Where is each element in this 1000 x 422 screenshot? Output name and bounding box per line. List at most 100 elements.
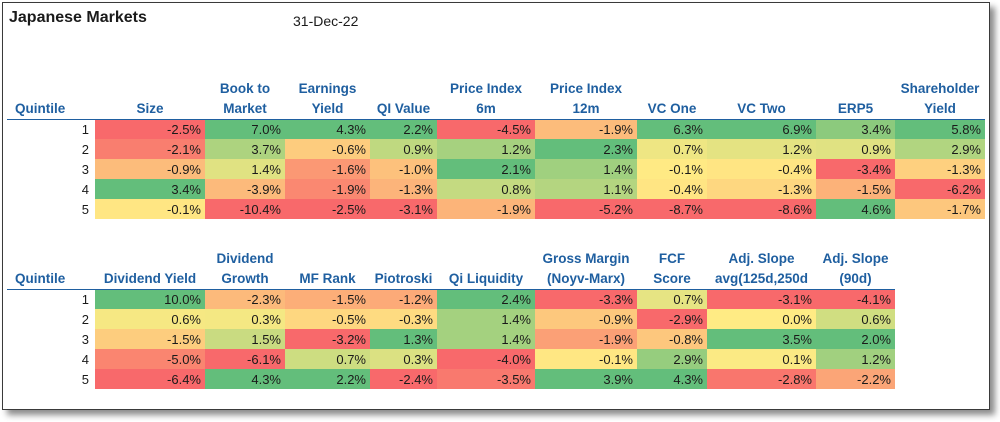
value-cell: -6.4% [95,369,205,389]
value-cell: 2.9% [637,349,707,369]
column-header-line: Score [653,270,691,286]
value-cell: -4.5% [437,119,535,139]
quintile-cell: 1 [7,119,95,139]
value-cell: -1.5% [95,329,205,349]
value-cell: -0.1% [535,349,637,369]
value-cell: -3.4% [816,159,895,179]
value-cell: 0.7% [637,139,707,159]
value-cell: -6.2% [895,179,985,199]
quintile-cell: 2 [7,309,95,329]
quintile-cell: 4 [7,349,95,369]
value-cell: -5.2% [535,199,637,219]
value-cell: 5.8% [895,119,985,139]
value-cell: 1.3% [370,329,437,349]
table-row: 4 -5.0% -6.1% 0.7% 0.3% -4.0% -0.1% 2.9% 0.1% 1.2… [7,349,895,369]
value-cell: 2.3% [535,139,637,159]
value-cell: -2.4% [370,369,437,389]
value-cell: -3.1% [707,289,816,309]
value-cell: -2.1% [95,139,205,159]
column-header-line: QI Value [376,100,431,116]
value-cell: -0.3% [370,309,437,329]
column-header: Shareholder Yield [895,77,985,120]
value-cell: -1.9% [535,329,637,349]
column-header: Piotroski [370,247,437,290]
value-cell: -0.9% [95,159,205,179]
column-header-line: Growth [221,270,269,286]
table-row: 1 -2.5% 7.0% 4.3% 2.2% -4.5% -1.9% 6.3% 6.9% 3.4%… [7,119,985,139]
value-cell: -0.5% [285,309,370,329]
quintile-cell: 5 [7,199,95,219]
column-header-line: avg(125d,250d [714,270,809,286]
value-cell: 3.4% [95,179,205,199]
value-cell: 10.0% [95,289,205,309]
column-header-line: Book to [219,80,271,96]
column-header: Price Index 6m [437,77,535,120]
table-row: 2 -2.1% 3.7% -0.6% 0.9% 1.2% 2.3% 0.7% 1.2% 0.9% 2… [7,139,985,159]
value-cell: 6.3% [637,119,707,139]
column-header: ERP5 [816,77,895,120]
value-cell: -1.9% [285,179,370,199]
column-header: Earnings Yield [285,77,370,120]
column-header-line: Shareholder [900,80,980,96]
value-cell: 0.0% [707,309,816,329]
column-header: Quintile [7,247,95,290]
column-header: VC Two [707,77,816,120]
column-header: FCF Score [637,247,707,290]
value-cell: 4.3% [205,369,285,389]
value-cell: 1.4% [437,329,535,349]
column-header-line: Earnings [298,80,357,96]
value-cell: -0.4% [707,159,816,179]
value-cell: 2.4% [437,289,535,309]
value-cell: 0.9% [816,139,895,159]
column-header-line: Size [136,100,164,116]
value-cell: 2.1% [437,159,535,179]
value-cell: -0.4% [637,179,707,199]
value-cell: 3.9% [535,369,637,389]
value-cell: 0.7% [637,289,707,309]
column-header-line: MF Rank [299,270,356,286]
value-cell: 1.2% [707,139,816,159]
value-cell: -5.0% [95,349,205,369]
value-cell: 0.7% [285,349,370,369]
table-row: 4 3.4% -3.9% -1.9% -1.3% 0.8% 1.1% -0.4% -1.3% -1… [7,179,985,199]
value-cell: -1.9% [535,119,637,139]
value-cell: -4.0% [437,349,535,369]
value-cell: -2.3% [205,289,285,309]
column-header: Price Index 12m [535,77,637,120]
value-cell: -2.9% [637,309,707,329]
value-cell: -0.8% [637,329,707,349]
value-cell: 1.4% [437,309,535,329]
value-cell: 4.3% [285,119,370,139]
table-row: 3 -0.9% 1.4% -1.6% -1.0% 2.1% 1.4% -0.1% -0.4% -3… [7,159,985,179]
quintile-cell: 4 [7,179,95,199]
quintile-cell: 2 [7,139,95,159]
value-cell: 4.3% [637,369,707,389]
column-header-line: Dividend Yield [103,270,197,286]
table-row: 1 10.0% -2.3% -1.5% -1.2% 2.4% -3.3% 0.7% -3.1% -… [7,289,895,309]
value-cell: 3.4% [816,119,895,139]
value-cell: 1.4% [205,159,285,179]
column-header-line: Adj. Slope [822,250,889,266]
value-cell: 6.9% [707,119,816,139]
value-cell: 3.7% [205,139,285,159]
column-header-line: Yield [311,100,344,116]
value-cell: -3.1% [370,199,437,219]
value-cell: 0.8% [437,179,535,199]
value-cell: -1.7% [895,199,985,219]
value-cell: -2.5% [285,199,370,219]
value-cell: -0.1% [95,199,205,219]
value-cell: -0.1% [637,159,707,179]
column-header-line: Qi Liquidity [448,270,524,286]
value-cell: 2.0% [816,329,895,349]
value-cell: -3.9% [205,179,285,199]
value-cell: -10.4% [205,199,285,219]
table-header-row: Quintile Size Book to Market Earnings Yield QI… [7,77,985,120]
value-cell: -1.3% [895,159,985,179]
value-cell: -3.5% [437,369,535,389]
value-cell: -1.9% [437,199,535,219]
column-header-line: VC Two [737,100,786,116]
value-cell: -3.3% [535,289,637,309]
column-header-line: Yield [924,100,956,116]
value-cell: -1.5% [285,289,370,309]
value-cell: -6.1% [205,349,285,369]
